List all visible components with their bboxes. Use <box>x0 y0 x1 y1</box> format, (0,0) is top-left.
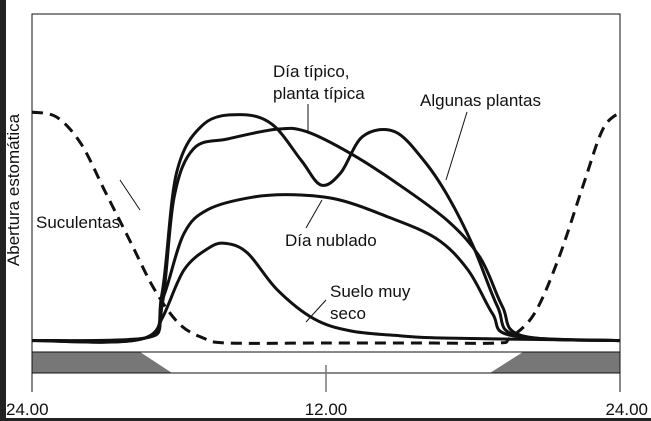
pointer-some-plants <box>445 111 468 181</box>
series-line-2 <box>31 193 621 344</box>
label-some-plants: Algunas plantas <box>420 91 541 110</box>
x-tick-label: 24.00 <box>6 400 49 419</box>
label-cloudy: Día nublado <box>285 231 377 250</box>
label-dry-soil-line2: seco <box>330 304 366 323</box>
pointer-dry-soil <box>305 299 327 323</box>
night-segment-left <box>32 352 172 373</box>
label-typical-line2: planta típica <box>273 84 365 103</box>
x-tick-label: 24.00 <box>605 400 648 419</box>
label-dry-soil-line1: Suelo muy <box>330 282 411 301</box>
pointer-succulents <box>119 179 141 211</box>
x-tick-label: 12.00 <box>305 400 348 419</box>
series-line-4 <box>31 110 622 345</box>
label-dry-soil: Suelo muy seco <box>330 282 415 323</box>
label-typical-line1: Día típico, <box>273 62 350 81</box>
label-typical: Día típico, planta típica <box>273 62 365 103</box>
label-succulents: Suculentas <box>36 213 120 232</box>
series-line-3 <box>31 241 621 343</box>
night-segment-right <box>490 352 620 373</box>
day-night-bar <box>32 351 620 374</box>
y-axis-label: Abertura estomática <box>4 113 23 266</box>
pointer-cloudy <box>305 199 323 229</box>
series-line-1 <box>31 113 621 344</box>
